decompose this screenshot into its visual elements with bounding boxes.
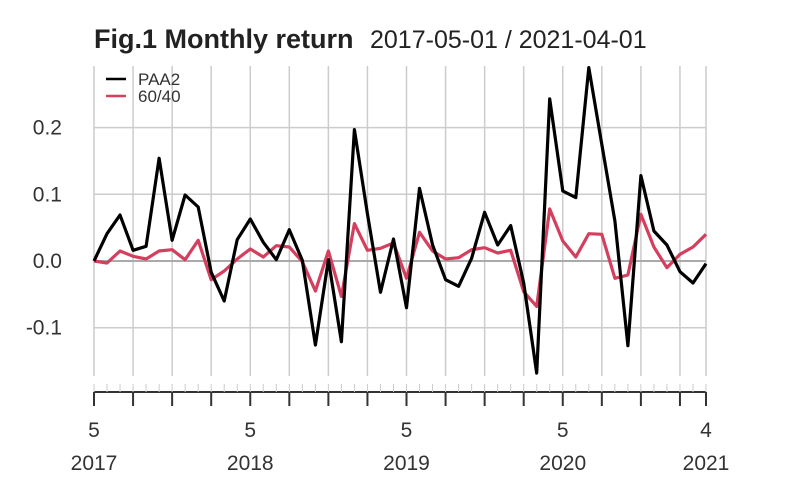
y-tick-label: 0.0	[33, 250, 62, 273]
chart-title: Fig.1 Monthly return	[94, 24, 354, 54]
series-lines	[92, 65, 708, 375]
x-tick-label-month: 4	[700, 419, 712, 442]
legend-label-1: 60/40	[138, 87, 181, 106]
x-tick-label-month: 5	[88, 419, 100, 442]
x-tick-label-year: 2018	[227, 452, 274, 475]
x-axis: 5 2017 5 2018 5 2019 5 2020 4 2021	[71, 384, 730, 475]
date-range: 2017-05-01 / 2021-04-01	[370, 26, 647, 54]
x-tick-label-month: 5	[244, 419, 256, 442]
y-axis: 0.2 0.1 0.0 -0.1	[26, 117, 62, 340]
series-line-1	[93, 207, 708, 308]
y-tick-label: 0.2	[33, 117, 62, 140]
x-tick-label-year: 2020	[539, 452, 586, 475]
x-tick-label-year: 2017	[71, 452, 118, 475]
y-tick-label: -0.1	[26, 317, 62, 340]
series-line-0	[92, 65, 708, 375]
y-tick-label: 0.1	[33, 183, 62, 206]
x-tick-label-month: 5	[401, 419, 413, 442]
legend-label-0: PAA2	[138, 70, 180, 89]
x-tick-label-month: 5	[557, 419, 569, 442]
x-tick-label-year: 2019	[383, 452, 430, 475]
x-tick-label-year: 2021	[683, 452, 730, 475]
